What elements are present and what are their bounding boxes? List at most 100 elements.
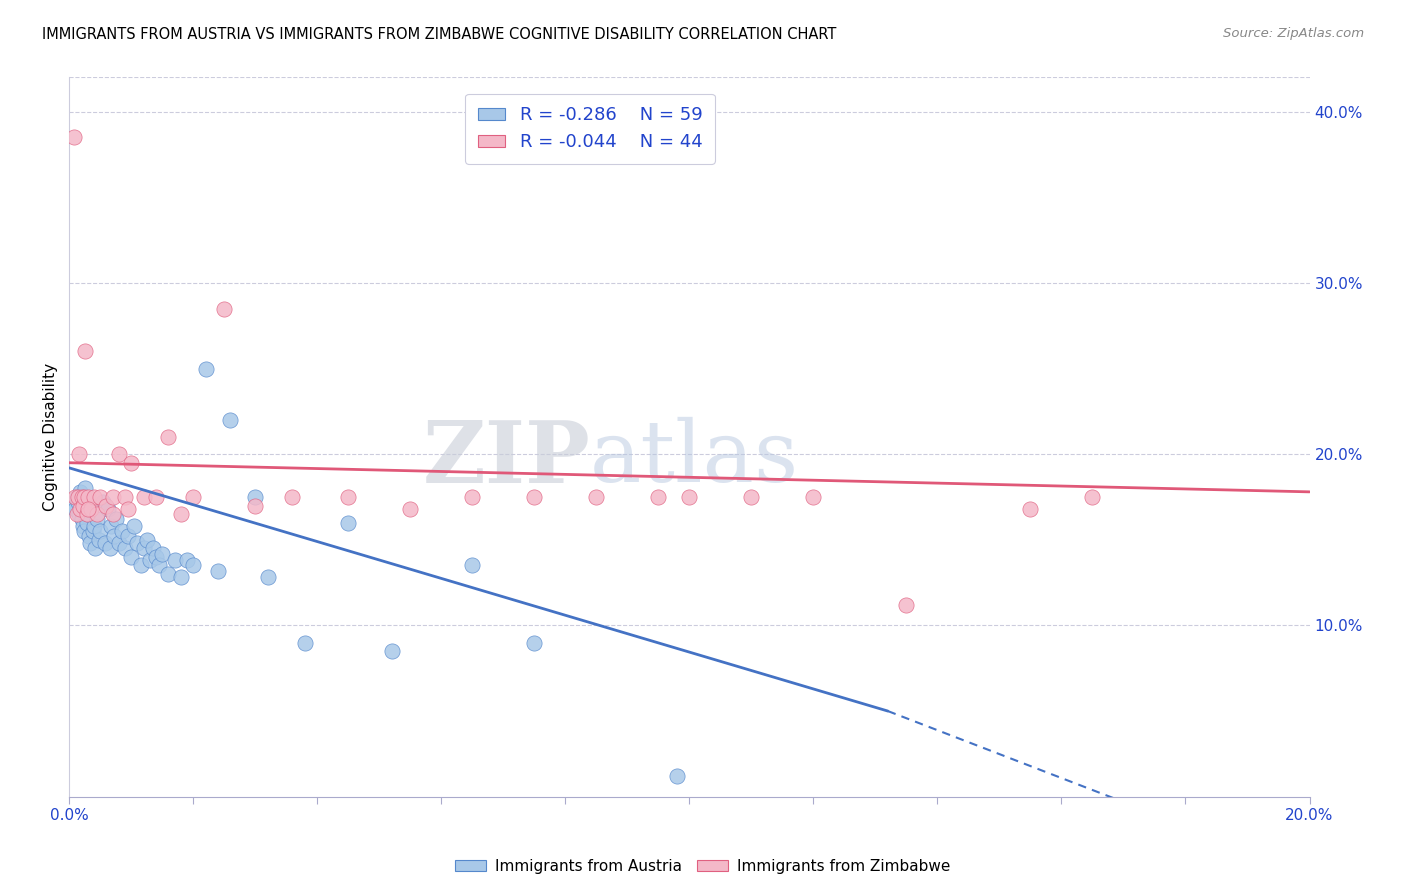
Point (96, 499, 118, 513)
Point (73, 490, 96, 504)
Point (63, 130, 86, 145)
Point (66, 495, 89, 509)
Point (69, 502, 91, 516)
Point (72, 499, 94, 513)
Point (461, 490, 484, 504)
Point (139, 553, 162, 567)
Point (73, 344, 96, 359)
Point (111, 524, 134, 539)
Point (399, 502, 422, 516)
Point (65, 502, 87, 516)
Point (86, 512, 108, 526)
Point (337, 490, 360, 504)
Point (148, 558, 170, 573)
Point (120, 549, 142, 564)
Point (101, 490, 124, 504)
Point (256, 570, 278, 584)
Point (101, 507, 124, 521)
Text: ZIP: ZIP (422, 417, 591, 500)
Point (245, 490, 267, 504)
Point (135, 533, 157, 547)
Point (176, 553, 198, 567)
Point (91, 495, 114, 509)
Point (896, 598, 918, 612)
Point (117, 502, 139, 516)
Point (76, 507, 98, 521)
Point (127, 536, 149, 550)
Point (523, 635, 546, 649)
Point (214, 301, 236, 316)
Point (80, 499, 103, 513)
Point (76, 490, 98, 504)
Point (114, 490, 136, 504)
Point (647, 490, 669, 504)
Point (129, 558, 152, 573)
Point (97, 502, 120, 516)
Point (150, 547, 173, 561)
Point (73, 482, 96, 496)
Point (65, 490, 87, 504)
Point (66, 490, 89, 504)
Point (157, 567, 180, 582)
Point (132, 541, 155, 556)
Point (70, 512, 93, 526)
Point (66, 507, 89, 521)
Point (83, 519, 105, 533)
Point (108, 536, 131, 550)
Point (83, 490, 105, 504)
Point (94, 536, 117, 550)
Point (145, 549, 167, 564)
Point (63, 499, 86, 513)
Point (82, 524, 104, 539)
Text: Source: ZipAtlas.com: Source: ZipAtlas.com (1223, 27, 1364, 40)
Point (69, 484, 91, 499)
Point (70, 490, 93, 504)
Point (337, 516, 360, 530)
Point (170, 570, 193, 584)
Point (132, 490, 155, 504)
Point (67, 447, 90, 461)
Point (523, 490, 546, 504)
Point (142, 541, 165, 556)
Point (245, 499, 267, 513)
Point (77, 529, 100, 543)
Point (114, 541, 136, 556)
Point (100, 519, 122, 533)
Point (163, 553, 186, 567)
Point (108, 447, 131, 461)
Point (120, 456, 142, 470)
Point (66, 490, 89, 504)
Point (76, 502, 98, 516)
Point (181, 558, 204, 573)
Point (76, 516, 98, 530)
Y-axis label: Cognitive Disability: Cognitive Disability (44, 363, 58, 511)
Point (84, 541, 107, 556)
Legend: Immigrants from Austria, Immigrants from Zimbabwe: Immigrants from Austria, Immigrants from… (450, 853, 956, 880)
Point (207, 564, 229, 578)
Point (1081, 490, 1104, 504)
Point (157, 430, 180, 444)
Point (381, 644, 404, 658)
Point (80, 502, 103, 516)
Point (87, 533, 110, 547)
Point (124, 519, 146, 533)
Point (76, 507, 98, 521)
Point (89, 490, 111, 504)
Point (73, 524, 96, 539)
Point (1019, 502, 1042, 516)
Point (117, 529, 139, 543)
Text: IMMIGRANTS FROM AUSTRIA VS IMMIGRANTS FROM ZIMBABWE COGNITIVE DISABILITY CORRELA: IMMIGRANTS FROM AUSTRIA VS IMMIGRANTS FR… (42, 27, 837, 42)
Point (72, 519, 94, 533)
Point (294, 635, 316, 649)
Point (79, 536, 101, 550)
Point (194, 361, 217, 376)
Point (740, 490, 762, 504)
Point (170, 507, 193, 521)
Point (89, 524, 111, 539)
Point (98, 541, 121, 556)
Point (145, 490, 167, 504)
Point (461, 558, 484, 573)
Point (585, 490, 607, 504)
Point (104, 512, 127, 526)
Point (103, 529, 125, 543)
